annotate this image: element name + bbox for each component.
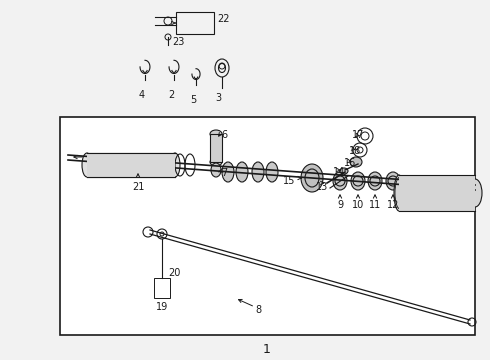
Text: 17: 17 [352, 130, 365, 140]
Text: 13: 13 [316, 182, 328, 192]
Ellipse shape [350, 157, 362, 167]
Text: 22: 22 [217, 14, 229, 24]
Text: 21: 21 [132, 182, 144, 192]
Text: 3: 3 [215, 93, 221, 103]
Ellipse shape [386, 172, 400, 190]
Ellipse shape [210, 158, 222, 166]
Bar [210, 134, 222, 162]
Ellipse shape [266, 162, 278, 182]
Text: 20: 20 [168, 268, 180, 278]
Text: 4: 4 [139, 90, 145, 100]
Ellipse shape [301, 164, 323, 192]
Ellipse shape [211, 163, 221, 177]
Text: 14: 14 [333, 167, 345, 177]
Bar [399, 175, 475, 211]
Ellipse shape [222, 162, 234, 182]
Ellipse shape [82, 153, 92, 177]
Bar [154, 278, 170, 298]
Text: 18: 18 [349, 146, 361, 156]
Bar [176, 12, 214, 34]
Ellipse shape [170, 153, 180, 177]
Text: 11: 11 [369, 200, 381, 210]
Ellipse shape [252, 162, 264, 182]
Ellipse shape [368, 172, 382, 190]
Ellipse shape [210, 130, 222, 138]
Text: 2: 2 [168, 90, 174, 100]
Text: 15: 15 [283, 176, 295, 186]
Text: 6: 6 [221, 130, 227, 140]
Text: 9: 9 [337, 200, 343, 210]
Ellipse shape [468, 179, 482, 207]
Ellipse shape [351, 172, 365, 190]
Bar [87, 153, 175, 177]
Bar [60, 117, 475, 335]
Text: 8: 8 [255, 305, 261, 315]
Text: 7: 7 [221, 168, 227, 178]
Text: 5: 5 [190, 95, 196, 105]
Text: 16: 16 [344, 158, 356, 168]
Ellipse shape [333, 172, 347, 190]
Text: 19: 19 [156, 302, 168, 312]
Text: 12: 12 [387, 200, 399, 210]
Ellipse shape [394, 175, 404, 211]
Text: 10: 10 [352, 200, 364, 210]
Ellipse shape [236, 162, 248, 182]
Text: 23: 23 [172, 37, 184, 47]
Ellipse shape [340, 168, 348, 174]
Text: 1: 1 [263, 343, 271, 356]
